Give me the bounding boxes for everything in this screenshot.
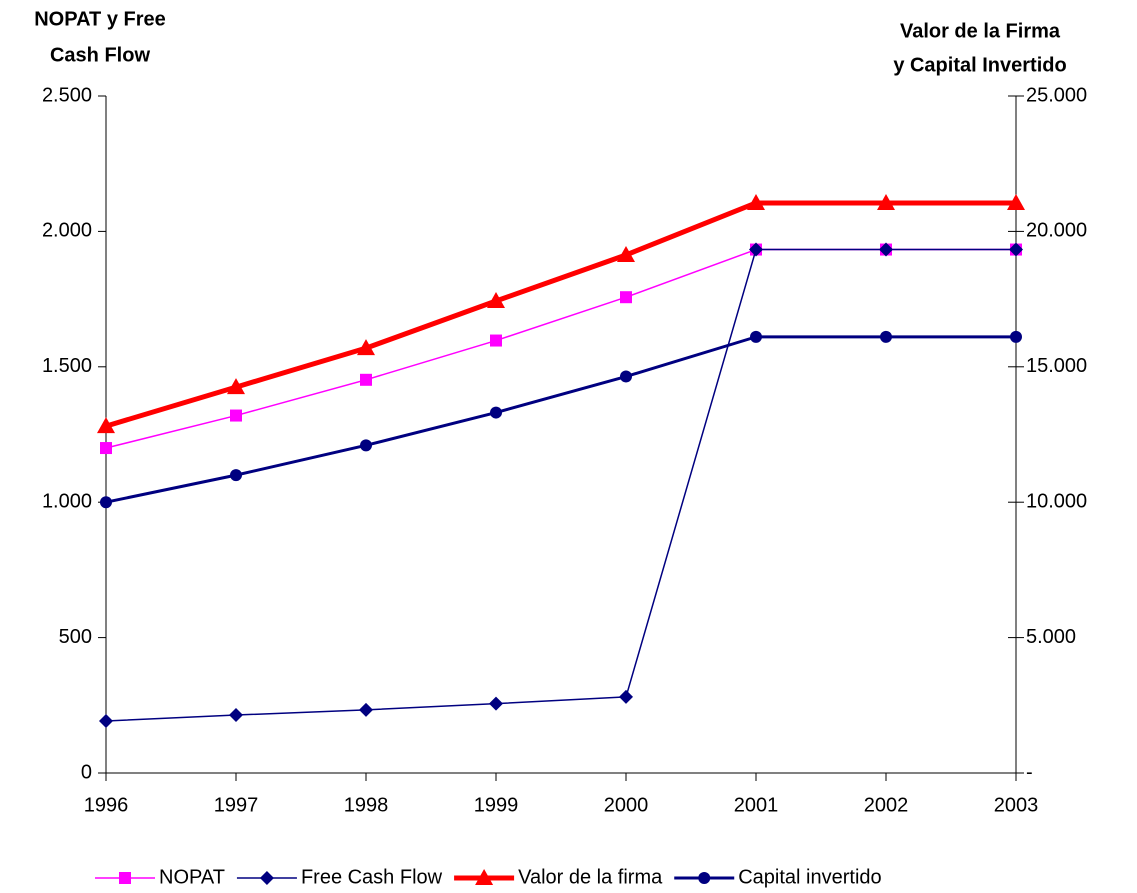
marker xyxy=(100,496,112,509)
series-line xyxy=(105,248,1016,722)
marker xyxy=(360,439,372,452)
y2-tick-label: 5.000 xyxy=(1026,626,1076,648)
x-tick-label: 1998 xyxy=(344,794,389,816)
marker xyxy=(230,469,242,482)
y-tick-label: 1.500 xyxy=(42,355,92,377)
marker xyxy=(259,871,274,885)
marker xyxy=(359,702,373,717)
x-tick-label: 2001 xyxy=(734,794,779,816)
marker xyxy=(487,291,505,308)
y-tick-label: 2.000 xyxy=(42,220,92,242)
x-tick-label: 1996 xyxy=(84,794,129,816)
legend-label: NOPAT xyxy=(159,866,225,888)
marker xyxy=(747,193,765,210)
x-tick-label: 2003 xyxy=(994,794,1039,816)
marker xyxy=(227,378,245,395)
marker xyxy=(749,242,763,257)
y-tick-label: 2.500 xyxy=(42,84,92,106)
y2-tick-label: 20.000 xyxy=(1026,220,1087,242)
legend-label: Free Cash Flow xyxy=(301,866,443,888)
x-tick-label: 2000 xyxy=(604,794,649,816)
y2-tick-label: - xyxy=(1026,761,1033,783)
y-tick-label: 500 xyxy=(59,626,92,648)
marker xyxy=(617,245,635,262)
y-axis-title: Cash Flow xyxy=(50,44,150,66)
marker xyxy=(620,291,632,304)
marker xyxy=(100,442,112,455)
x-tick-label: 1997 xyxy=(214,794,259,816)
marker xyxy=(99,714,113,729)
series-line xyxy=(105,335,1016,504)
marker xyxy=(119,872,131,884)
marker xyxy=(879,242,893,257)
marker xyxy=(620,370,632,383)
marker xyxy=(97,417,115,434)
marker xyxy=(1010,330,1022,343)
marker xyxy=(1007,193,1025,210)
y-tick-label: 1.000 xyxy=(42,490,92,512)
marker xyxy=(750,330,762,343)
x-tick-label: 2002 xyxy=(864,794,909,816)
marker xyxy=(880,330,892,343)
marker xyxy=(490,406,502,419)
y2-tick-label: 10.000 xyxy=(1026,490,1087,512)
y-tick-label: 0 xyxy=(81,761,92,783)
marker xyxy=(229,708,243,723)
marker xyxy=(489,696,503,711)
marker xyxy=(877,193,895,210)
y2-tick-label: 15.000 xyxy=(1026,355,1087,377)
legend-label: Valor de la firma xyxy=(518,866,663,888)
legend-label: Capital invertido xyxy=(738,866,881,888)
x-tick-label: 1999 xyxy=(474,794,519,816)
series-line xyxy=(105,200,1016,429)
y2-axis-title: y Capital Invertido xyxy=(893,54,1066,76)
y2-tick-label: 25.000 xyxy=(1026,84,1087,106)
marker xyxy=(230,409,242,422)
marker xyxy=(360,373,372,386)
y2-axis-title: Valor de la Firma xyxy=(900,20,1061,42)
marker xyxy=(490,334,502,347)
marker xyxy=(475,869,494,885)
y-axis-title: NOPAT y Free xyxy=(34,8,166,30)
marker xyxy=(357,339,375,356)
marker xyxy=(1009,242,1023,257)
marker xyxy=(698,872,711,884)
marker xyxy=(619,689,633,704)
